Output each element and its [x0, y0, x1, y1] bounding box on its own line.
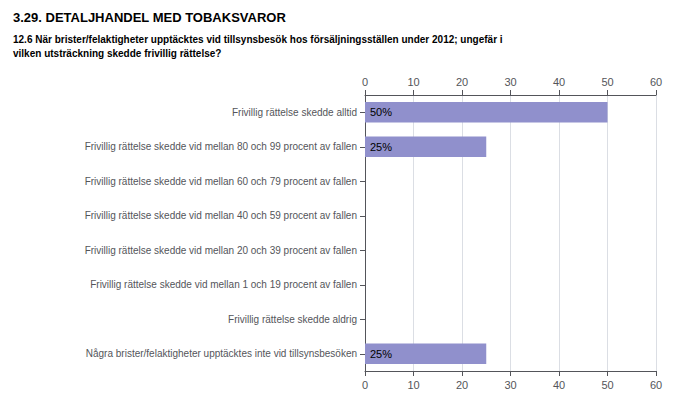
svg-text:vilken utsträckning skedde fri: vilken utsträckning skedde frivillig rät…	[13, 48, 221, 59]
svg-text:Frivillig rättelse skedde vid: Frivillig rättelse skedde vid mellan 20 …	[85, 245, 357, 256]
svg-text:12.6 När brister/felaktigheter: 12.6 När brister/felaktigheter upptäckte…	[13, 34, 503, 45]
svg-text:50: 50	[601, 76, 613, 88]
svg-text:0: 0	[362, 379, 368, 391]
svg-text:Några brister/felaktigheter up: Några brister/felaktigheter upptäcktes i…	[86, 348, 357, 359]
svg-text:10: 10	[407, 379, 419, 391]
svg-text:3.29. DETALJHANDEL MED TOBAKSV: 3.29. DETALJHANDEL MED TOBAKSVAROR	[13, 10, 286, 25]
svg-text:Frivillig rättelse skedde vid: Frivillig rättelse skedde vid mellan 60 …	[85, 176, 357, 187]
svg-text:60: 60	[650, 76, 662, 88]
svg-text:20: 20	[456, 379, 468, 391]
svg-text:50%: 50%	[370, 106, 392, 118]
svg-text:25%: 25%	[370, 348, 392, 360]
svg-text:40: 40	[553, 76, 565, 88]
svg-text:10: 10	[407, 76, 419, 88]
svg-text:50: 50	[601, 379, 613, 391]
svg-text:Frivillig rättelse skedde allt: Frivillig rättelse skedde alltid	[232, 107, 357, 118]
svg-text:Frivillig rättelse skedde aldr: Frivillig rättelse skedde aldrig	[228, 314, 357, 325]
svg-text:Frivillig rättelse skedde vid: Frivillig rättelse skedde vid mellan 1 o…	[90, 279, 357, 290]
svg-text:0: 0	[362, 76, 368, 88]
svg-text:30: 30	[504, 76, 516, 88]
svg-text:40: 40	[553, 379, 565, 391]
svg-text:Frivillig rättelse skedde vid: Frivillig rättelse skedde vid mellan 40 …	[85, 210, 357, 221]
svg-text:Frivillig rättelse skedde vid: Frivillig rättelse skedde vid mellan 80 …	[85, 141, 357, 152]
svg-text:25%: 25%	[370, 141, 392, 153]
svg-text:30: 30	[504, 379, 516, 391]
svg-text:20: 20	[456, 76, 468, 88]
svg-text:60: 60	[650, 379, 662, 391]
